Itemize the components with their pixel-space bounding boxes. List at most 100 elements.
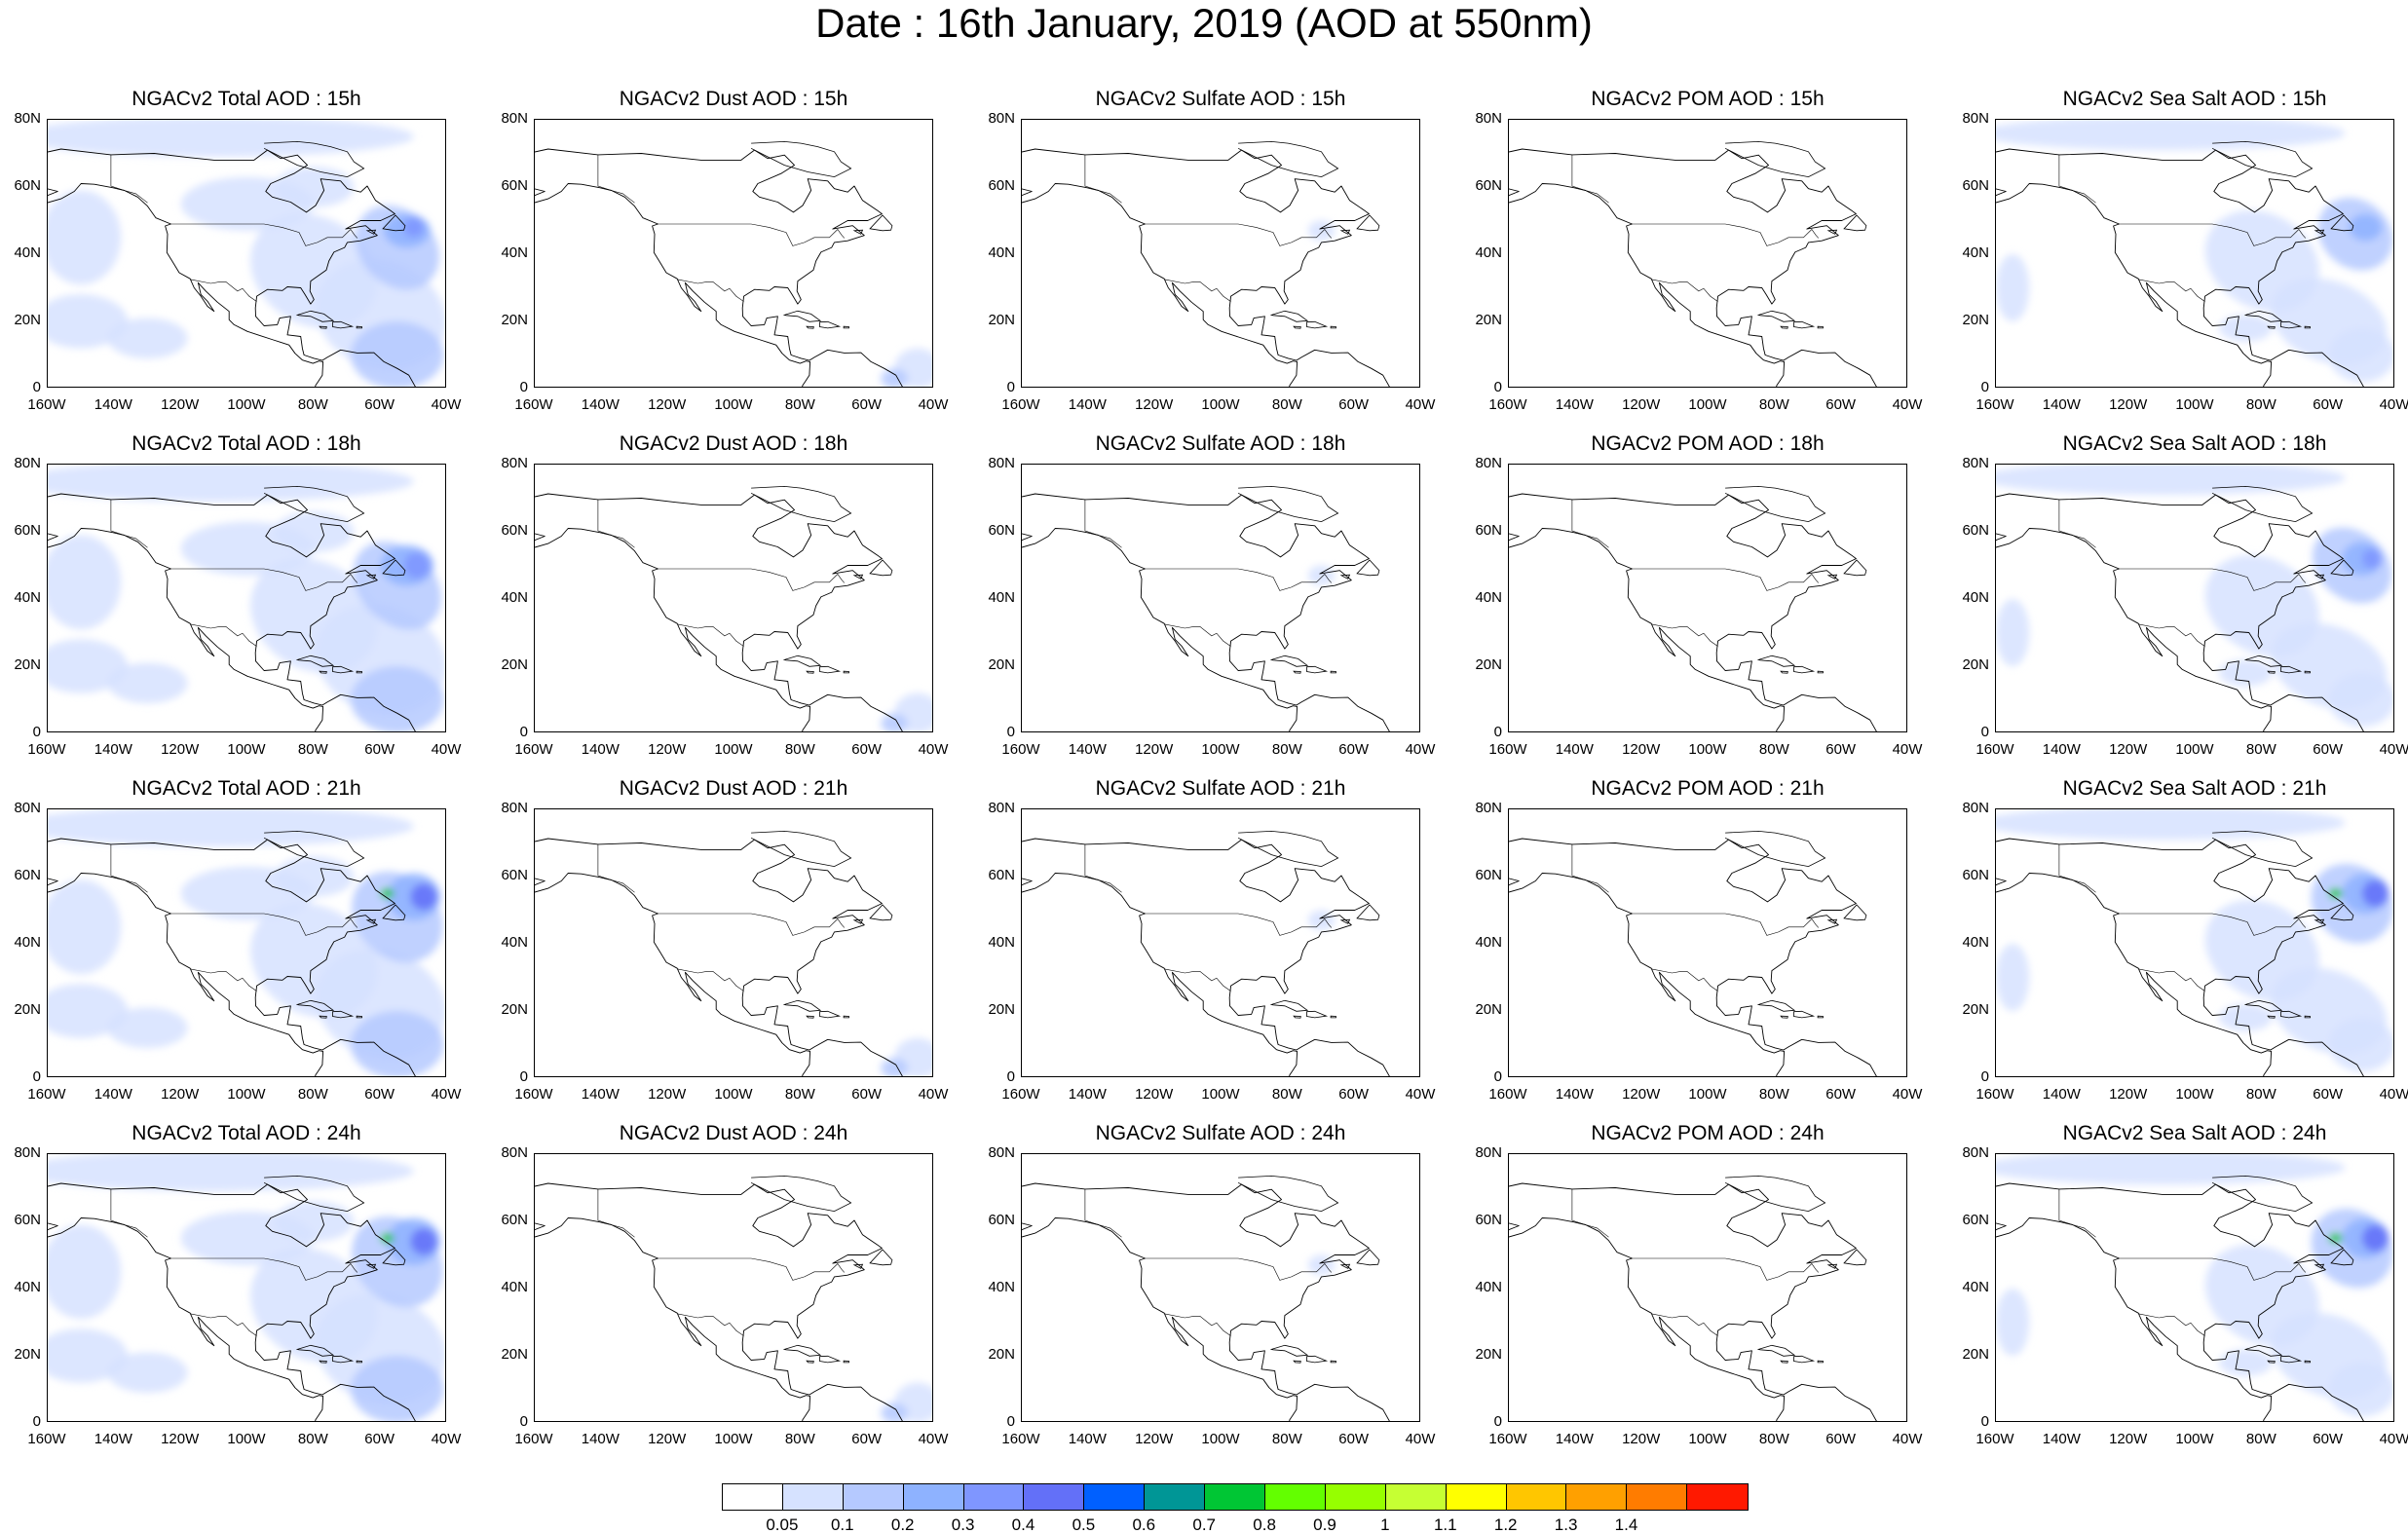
island-outline: [2280, 1010, 2303, 1019]
country-border: [2058, 1188, 2096, 1238]
lat-tick-label: 20N: [1475, 1346, 1502, 1363]
map-canvas: [1509, 140, 1877, 387]
arctic-islands: [1724, 1175, 1826, 1213]
lon-tick-label: 60W: [1338, 1431, 1370, 1447]
island-outline: [806, 325, 814, 329]
lon-tick-label: 40W: [918, 396, 949, 413]
island-outline: [2330, 1249, 2354, 1266]
lon-tick-label: 120W: [1622, 1086, 1661, 1103]
island-outline: [2280, 1355, 2303, 1364]
lat-tick-label: 40N: [988, 934, 1015, 951]
lat-tick-label: 0: [1980, 1413, 1989, 1430]
lat-tick-label: 20N: [501, 656, 528, 673]
lon-tick-label: 40W: [1892, 396, 1923, 413]
country-border: [110, 499, 148, 548]
coastline: [1509, 493, 1877, 731]
map-canvas: [48, 809, 445, 1076]
island-outline: [1269, 655, 1309, 667]
island-outline: [2267, 1015, 2276, 1019]
island-outline: [2267, 325, 2276, 329]
lat-tick-label: 80N: [1475, 800, 1502, 816]
map-canvas: [1022, 1175, 1390, 1421]
island-outline: [2314, 1263, 2325, 1269]
lat-tick-label: 80N: [501, 800, 528, 816]
island-outline: [869, 904, 893, 921]
lon-tick-label: 140W: [94, 741, 132, 758]
lon-tick-label: 40W: [1405, 741, 1436, 758]
island-outline: [2330, 214, 2354, 232]
lon-tick-label: 140W: [581, 396, 620, 413]
lon-tick-label: 100W: [2175, 741, 2214, 758]
lon-tick-label: 140W: [581, 741, 620, 758]
lon-tick-label: 140W: [1555, 1086, 1594, 1103]
map-panel-sulfate: [1021, 119, 1420, 388]
lon-tick-label: 80W: [297, 1086, 328, 1103]
lon-tick-label: 80W: [1758, 741, 1789, 758]
aod-blob: [403, 217, 425, 238]
country-border: [2138, 279, 2205, 302]
map-panel-dust: [534, 808, 933, 1077]
aod-blob: [1307, 220, 1336, 242]
country-border: [1084, 499, 1122, 548]
country-border: [190, 968, 257, 991]
colorbar-label: 1: [1380, 1515, 1390, 1534]
aod-blob: [1996, 599, 2030, 666]
colorbar-label: 1.3: [1554, 1515, 1578, 1534]
lat-tick-label: 40N: [1475, 934, 1502, 951]
country-border: [1632, 223, 1820, 246]
lon-tick-label: 140W: [1068, 396, 1107, 413]
colorbar-swatch: [723, 1484, 783, 1510]
island-outline: [806, 1015, 814, 1019]
map-canvas: [1509, 1175, 1877, 1421]
lon-tick-label: 100W: [227, 1086, 266, 1103]
colorbar: [722, 1483, 1750, 1511]
map-panel-pom: [1508, 119, 1907, 388]
island-outline: [852, 918, 864, 924]
colorbar-swatch: [1325, 1484, 1386, 1510]
island-outline: [382, 214, 406, 232]
island-outline: [1817, 1360, 1824, 1364]
arctic-islands: [1237, 830, 1339, 868]
island-outline: [1756, 999, 1796, 1012]
lon-tick-label: 100W: [1201, 396, 1240, 413]
lon-tick-label: 140W: [2042, 1086, 2081, 1103]
island-outline: [1330, 1015, 1336, 1019]
island-outline: [1356, 1249, 1380, 1266]
country-border: [1145, 568, 1333, 591]
aod-blob: [107, 662, 188, 703]
lon-tick-label: 100W: [714, 396, 753, 413]
lon-tick-label: 120W: [161, 396, 200, 413]
lon-tick-label: 120W: [1135, 1431, 1174, 1447]
panel-title: NGACv2 Sulfate AOD : 18h: [1095, 432, 1346, 455]
island-outline: [1843, 904, 1867, 921]
lon-tick-label: 60W: [851, 396, 883, 413]
island-outline: [782, 310, 822, 322]
country-border: [110, 154, 148, 204]
island-outline: [295, 310, 335, 322]
aod-blob: [351, 666, 444, 731]
colorbar-label: 0.4: [1011, 1515, 1035, 1534]
aod-blob: [410, 882, 437, 911]
island-outline: [1793, 1355, 1816, 1364]
country-border: [1571, 1188, 1609, 1238]
lon-tick-label: 80W: [1271, 741, 1302, 758]
map-panel-sulfate: [1021, 1153, 1420, 1422]
lat-tick-label: 0: [1006, 1413, 1015, 1430]
map-panel-seasalt: [1995, 464, 2394, 732]
island-outline: [852, 574, 864, 580]
lon-tick-label: 120W: [2109, 1431, 2148, 1447]
island-outline: [1780, 1015, 1788, 1019]
aod-blob: [881, 368, 908, 387]
country-border: [1571, 499, 1609, 548]
lon-tick-label: 80W: [2245, 1431, 2276, 1447]
island-outline: [1356, 214, 1380, 232]
aod-field: [1996, 120, 2393, 383]
island-outline: [2330, 904, 2354, 921]
lon-tick-label: 120W: [1622, 1431, 1661, 1447]
panel-title: NGACv2 Total AOD : 24h: [132, 1122, 361, 1144]
lon-tick-label: 160W: [1975, 396, 2014, 413]
lon-tick-label: 80W: [1758, 396, 1789, 413]
lon-tick-label: 40W: [2379, 1431, 2408, 1447]
island-outline: [365, 229, 377, 235]
aod-field: [1307, 565, 1336, 586]
